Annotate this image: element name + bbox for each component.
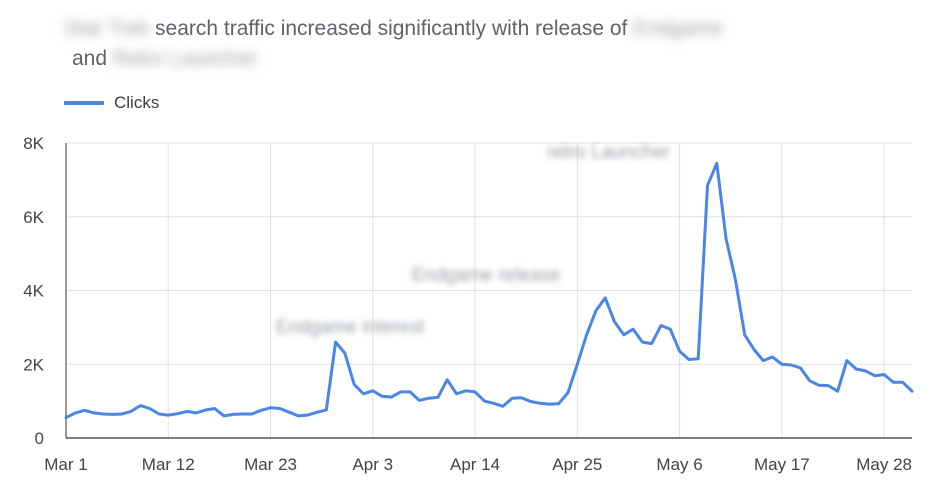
chart-title: Star Trek search traffic increased signi… xyxy=(64,14,924,74)
y-tick-label: 2K xyxy=(23,355,44,374)
redacted-title-word: Endgame xyxy=(633,17,724,40)
redacted-title-word: Star Trek xyxy=(64,17,150,40)
series-lines xyxy=(64,161,914,420)
axes xyxy=(65,143,912,439)
x-axis-tick-labels: Mar 1 Mar 12 Mar 23 Apr 3 Apr 14 Apr 25 May 6 M… xyxy=(44,455,912,474)
x-tick-label: Apr 3 xyxy=(352,455,393,474)
x-tick-label: Apr 14 xyxy=(450,455,500,474)
annotation-label: Endgame interest xyxy=(276,317,426,338)
title-text-2: and xyxy=(72,47,113,70)
gridlines xyxy=(65,142,912,438)
x-tick-label: Mar 12 xyxy=(142,455,195,474)
y-axis-tick-labels: 0 2K 4K 6K 8K xyxy=(23,134,44,448)
y-tick-label: 8K xyxy=(23,134,44,153)
title-text: search traffic increased significantly w… xyxy=(149,17,634,40)
x-tick-label: May 6 xyxy=(656,455,702,474)
legend-label: Clicks xyxy=(114,93,160,112)
y-tick-label: 6K xyxy=(23,208,44,227)
legend-swatch xyxy=(64,101,104,105)
x-tick-label: Apr 25 xyxy=(552,455,602,474)
annotation-label: retro Launcher xyxy=(547,142,671,163)
x-tick-label: Mar 1 xyxy=(44,455,87,474)
x-tick-label: Mar 23 xyxy=(244,455,297,474)
x-tick-label: May 28 xyxy=(856,455,912,474)
y-tick-label: 4K xyxy=(23,282,44,301)
redacted-title-word: Retro Launcher xyxy=(112,47,258,70)
y-tick-label: 0 xyxy=(35,429,44,448)
legend: Clicks xyxy=(64,92,159,114)
series-line-clicks xyxy=(64,161,914,420)
annotation-label: Endgame release xyxy=(412,265,561,286)
x-tick-label: May 17 xyxy=(754,455,810,474)
annotations: Endgame interest Endgame release retro Lau… xyxy=(276,142,671,338)
